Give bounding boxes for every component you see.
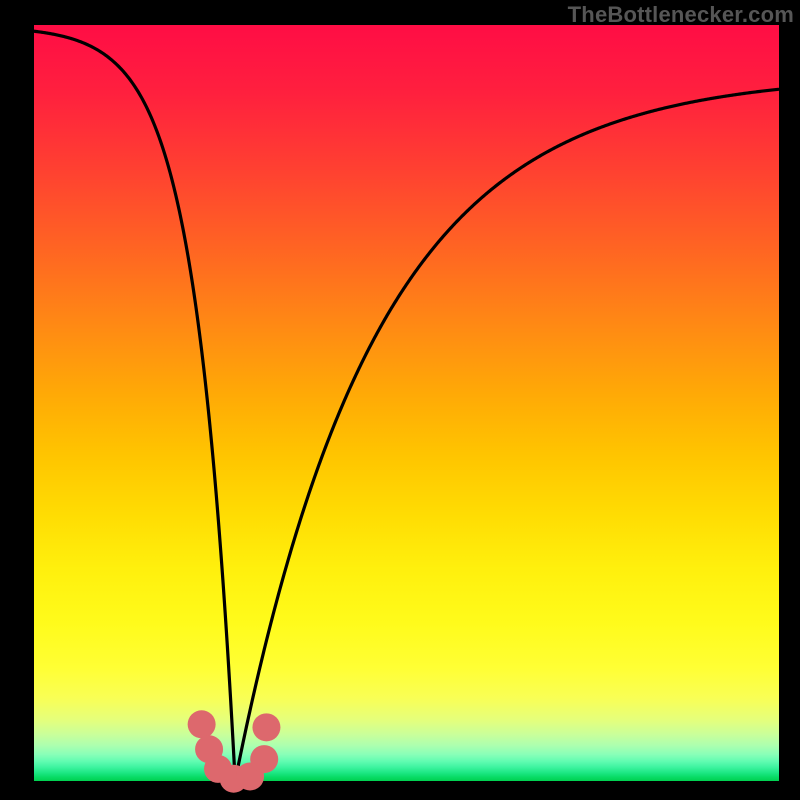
plot-background: [34, 25, 779, 781]
marker-5: [250, 745, 278, 773]
chart-stage: TheBottlenecker.com: [0, 0, 800, 800]
marker-0: [188, 710, 216, 738]
marker-6: [252, 713, 280, 741]
chart-svg: [0, 0, 800, 800]
